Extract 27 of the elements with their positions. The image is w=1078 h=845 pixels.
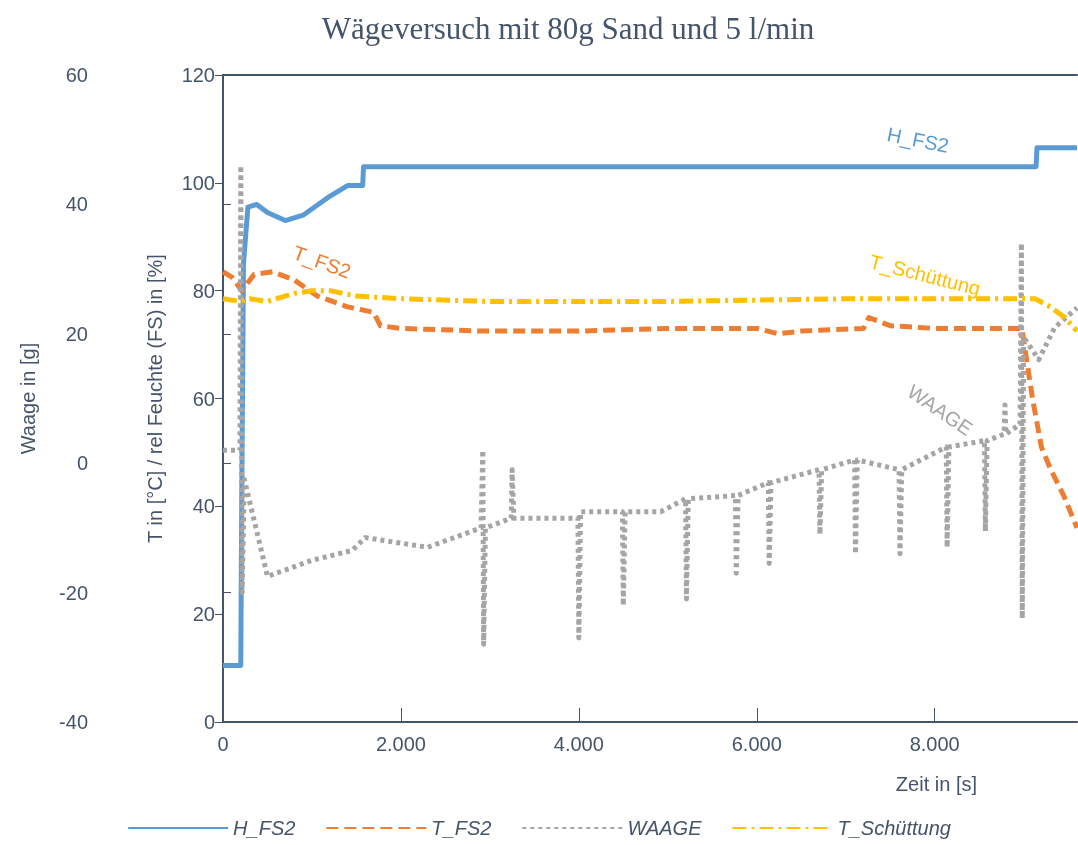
annotation: H_FS2 xyxy=(885,123,951,158)
legend-label: T_FS2 xyxy=(431,817,492,839)
y-tick-label: 120 xyxy=(181,64,215,86)
legend-label: H_FS2 xyxy=(233,817,296,839)
x-tick-label: 8.000 xyxy=(909,733,960,755)
y2-tick-label: 20 xyxy=(65,322,88,345)
y2-tick-label: 0 xyxy=(76,452,88,475)
legend-label: WAAGE xyxy=(627,817,703,839)
y-axis-title: T in [°C] / rel Feuchte (FS) in [%] xyxy=(144,254,166,543)
y-tick-label: 0 xyxy=(203,711,215,733)
y2-tick-label: -20 xyxy=(59,581,88,604)
legend-label: T_Schüttung xyxy=(837,817,951,839)
y2-tick-label: -40 xyxy=(59,711,88,733)
y-tick-label: 100 xyxy=(181,171,215,194)
x-tick-label: 6.000 xyxy=(731,733,782,755)
y2-tick-label: 60 xyxy=(65,64,88,86)
x-tick-label: 0 xyxy=(217,733,229,755)
x-axis-title: Zeit in [s] xyxy=(895,773,977,795)
x-tick-label: 4.000 xyxy=(553,733,604,755)
y2-axis-title: Waage in [g] xyxy=(17,342,39,455)
y-tick-label: 40 xyxy=(192,495,215,518)
y-tick-label: 60 xyxy=(192,387,215,410)
y2-tick-label: 40 xyxy=(65,193,88,216)
chart-title: Wägeversuch mit 80g Sand und 5 l/min xyxy=(321,11,815,46)
x-tick-label: 2.000 xyxy=(375,733,426,755)
y-tick-label: 20 xyxy=(192,603,215,626)
y-tick-label: 80 xyxy=(192,279,215,302)
